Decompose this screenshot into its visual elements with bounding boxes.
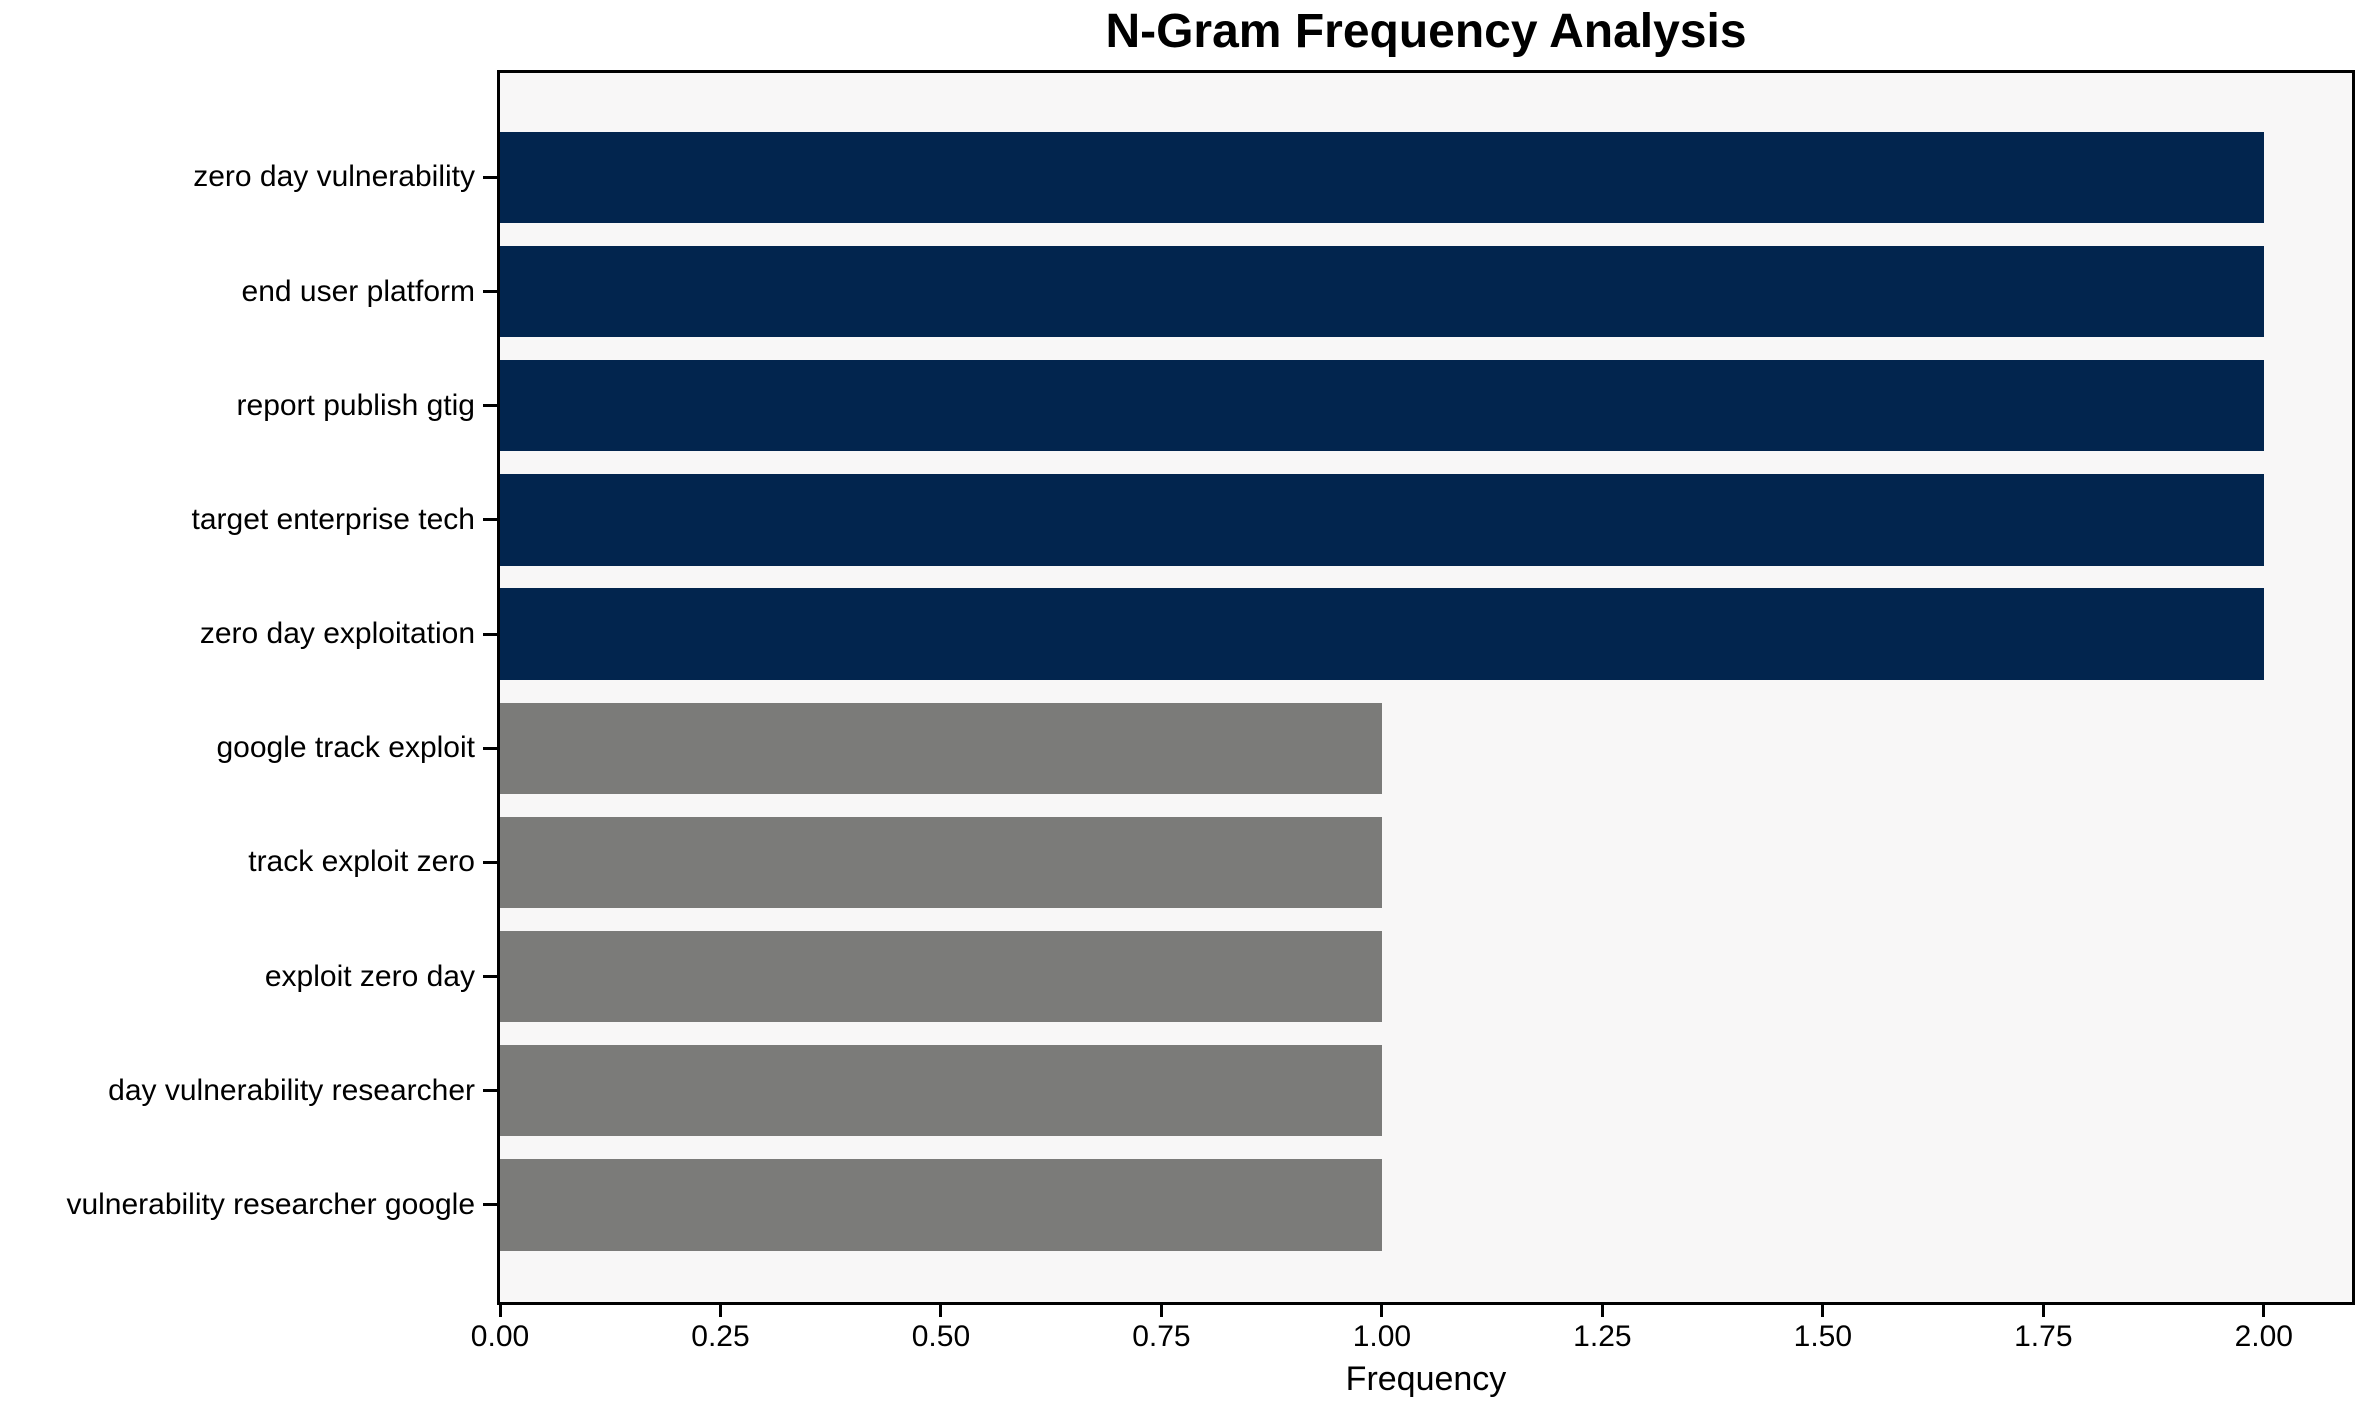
x-tick-label: 0.50 bbox=[911, 1320, 971, 1353]
bar bbox=[500, 1159, 1382, 1251]
x-tick-mark bbox=[498, 1305, 502, 1317]
x-tick-mark bbox=[1821, 1305, 1825, 1317]
bar bbox=[500, 588, 2264, 680]
y-tick-mark bbox=[483, 975, 497, 979]
bar bbox=[500, 930, 1382, 1023]
x-tick-label: 1.50 bbox=[1793, 1320, 1853, 1353]
y-tick-mark bbox=[483, 746, 497, 750]
y-tick-mark bbox=[483, 1203, 497, 1207]
x-tick-mark bbox=[1380, 1305, 1384, 1317]
chart-title: N-Gram Frequency Analysis bbox=[1105, 5, 1747, 58]
y-tick-mark bbox=[483, 290, 497, 294]
y-tick-label: exploit zero day bbox=[264, 959, 475, 993]
x-axis-title: Frequency bbox=[1345, 1360, 1507, 1398]
y-tick-label: target enterprise tech bbox=[191, 502, 476, 536]
x-tick-mark bbox=[718, 1305, 722, 1317]
y-tick-label: google track exploit bbox=[216, 731, 476, 765]
y-tick-mark bbox=[483, 404, 497, 408]
x-tick-label: 0.00 bbox=[470, 1320, 530, 1353]
plot-area bbox=[497, 70, 2355, 1305]
y-tick-mark bbox=[483, 175, 497, 179]
x-tick-label: 1.25 bbox=[1573, 1320, 1632, 1353]
x-tick-mark bbox=[1159, 1305, 1163, 1317]
x-tick-label: 0.75 bbox=[1132, 1320, 1191, 1353]
y-tick-label: vulnerability researcher google bbox=[66, 1187, 475, 1221]
x-tick-label: 1.75 bbox=[2014, 1320, 2073, 1353]
bar bbox=[500, 816, 1382, 909]
x-tick-label: 2.00 bbox=[2234, 1320, 2293, 1353]
y-tick-label: zero day exploitation bbox=[199, 617, 475, 651]
y-tick-label: track exploit zero bbox=[248, 845, 475, 879]
bar bbox=[500, 702, 1382, 794]
y-tick-mark bbox=[483, 518, 497, 522]
x-tick-label: 0.25 bbox=[691, 1320, 750, 1353]
x-tick-label: 1.00 bbox=[1352, 1320, 1412, 1353]
x-tick-mark bbox=[939, 1305, 943, 1317]
y-tick-mark bbox=[483, 860, 497, 864]
bar bbox=[500, 360, 2264, 452]
bar bbox=[500, 1045, 1382, 1137]
x-tick-mark bbox=[2041, 1305, 2045, 1317]
y-tick-label: report publish gtig bbox=[236, 388, 475, 422]
y-tick-label: zero day vulnerability bbox=[193, 160, 475, 194]
x-tick-mark bbox=[1600, 1305, 1604, 1317]
bar bbox=[500, 245, 2264, 338]
y-tick-label: end user platform bbox=[241, 274, 475, 308]
x-tick-mark bbox=[2262, 1305, 2266, 1317]
y-tick-label: day vulnerability researcher bbox=[108, 1073, 475, 1107]
bar bbox=[500, 131, 2264, 224]
y-tick-mark bbox=[483, 1089, 497, 1093]
y-tick-mark bbox=[483, 632, 497, 636]
bar bbox=[500, 474, 2264, 566]
